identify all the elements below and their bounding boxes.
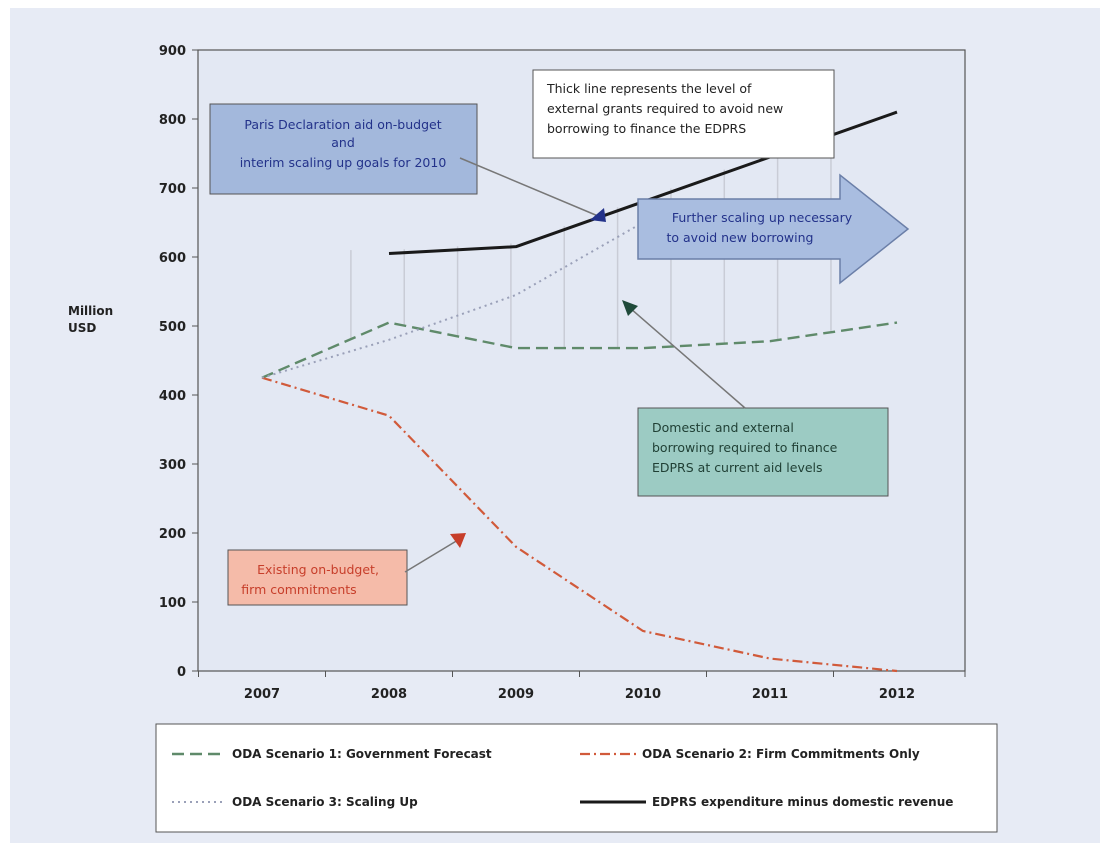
legend: ODA Scenario 1: Government Forecast ODA S…: [172, 747, 953, 809]
series-line-1: [261, 321, 898, 379]
y-axis-title-line-1: Million: [68, 304, 113, 318]
y-tick-label: 600: [159, 251, 186, 266]
y-axis-title-line-2: USD: [68, 321, 96, 335]
y-tick-label: 200: [159, 527, 186, 542]
callout-borrowing-line-1: Domestic and external: [652, 420, 794, 435]
callout-thick-line-line-2: external grants required to avoid new: [547, 101, 783, 116]
series-line-3: [261, 221, 644, 379]
callout-paris-line-2: and: [331, 135, 355, 150]
x-axis: 2007 2008 2009 2010 2011 2012: [198, 671, 966, 702]
y-axis: 0 100 200 300 400 500 600 700 800 900: [159, 44, 198, 680]
callout-scaling-line-2: to avoid new borrowing: [667, 230, 814, 245]
legend-label-2: ODA Scenario 2: Firm Commitments Only: [642, 747, 920, 761]
callout-commitments-line-2: firm commitments: [241, 582, 356, 597]
legend-label-3: ODA Scenario 3: Scaling Up: [232, 795, 418, 809]
y-tick-label: 100: [159, 596, 186, 611]
x-tick-label: 2008: [371, 687, 407, 702]
x-tick-label: 2007: [244, 687, 280, 702]
x-tick-label: 2010: [625, 687, 661, 702]
callout-paris-pointer-head: [590, 208, 606, 222]
callout-borrowing-pointer-line: [629, 307, 746, 409]
callout-paris-pointer-line: [459, 157, 599, 217]
legend-label-4: EDPRS expenditure minus domestic revenue: [652, 795, 953, 809]
y-tick-label: 300: [159, 458, 186, 473]
y-tick-label: 700: [159, 182, 186, 197]
y-tick-label: 500: [159, 320, 186, 335]
callout-commitments-pointer-head: [450, 533, 466, 548]
x-tick-label: 2012: [879, 687, 915, 702]
y-tick-label: 900: [159, 44, 186, 59]
x-tick-label: 2011: [752, 687, 788, 702]
callout-commitments-box: [227, 549, 408, 606]
callout-commitments-pointer-line: [404, 539, 459, 573]
callout-paris-box: [209, 103, 478, 195]
callout-commitments-line-1: Existing on-budget,: [257, 562, 379, 577]
callout-borrowing-line-2: borrowing required to finance: [652, 440, 838, 455]
callout-paris-line-3: interim scaling up goals for 2010: [240, 155, 447, 170]
callout-paris-line-1: Paris Declaration aid on-budget: [244, 117, 441, 132]
y-tick-label: 0: [177, 665, 186, 680]
y-tick-label: 400: [159, 389, 186, 404]
callout-thick-line-line-1: Thick line represents the level of: [546, 81, 752, 96]
x-tick-label: 2009: [498, 687, 534, 702]
y-tick-label: 800: [159, 113, 186, 128]
callout-scaling-arrow: [637, 173, 910, 285]
callout-borrowing-line-3: EDPRS at current aid levels: [652, 460, 823, 475]
callout-borrowing-pointer-head: [622, 300, 638, 316]
legend-label-1: ODA Scenario 1: Government Forecast: [232, 747, 492, 761]
callout-borrowing-box: [637, 407, 889, 497]
legend-box: [155, 723, 998, 833]
callout-scaling-line-1: Further scaling up necessary: [672, 210, 853, 225]
callout-thick-line-box: [532, 69, 835, 159]
callout-thick-line-line-3: borrowing to finance the EDPRS: [547, 121, 746, 136]
